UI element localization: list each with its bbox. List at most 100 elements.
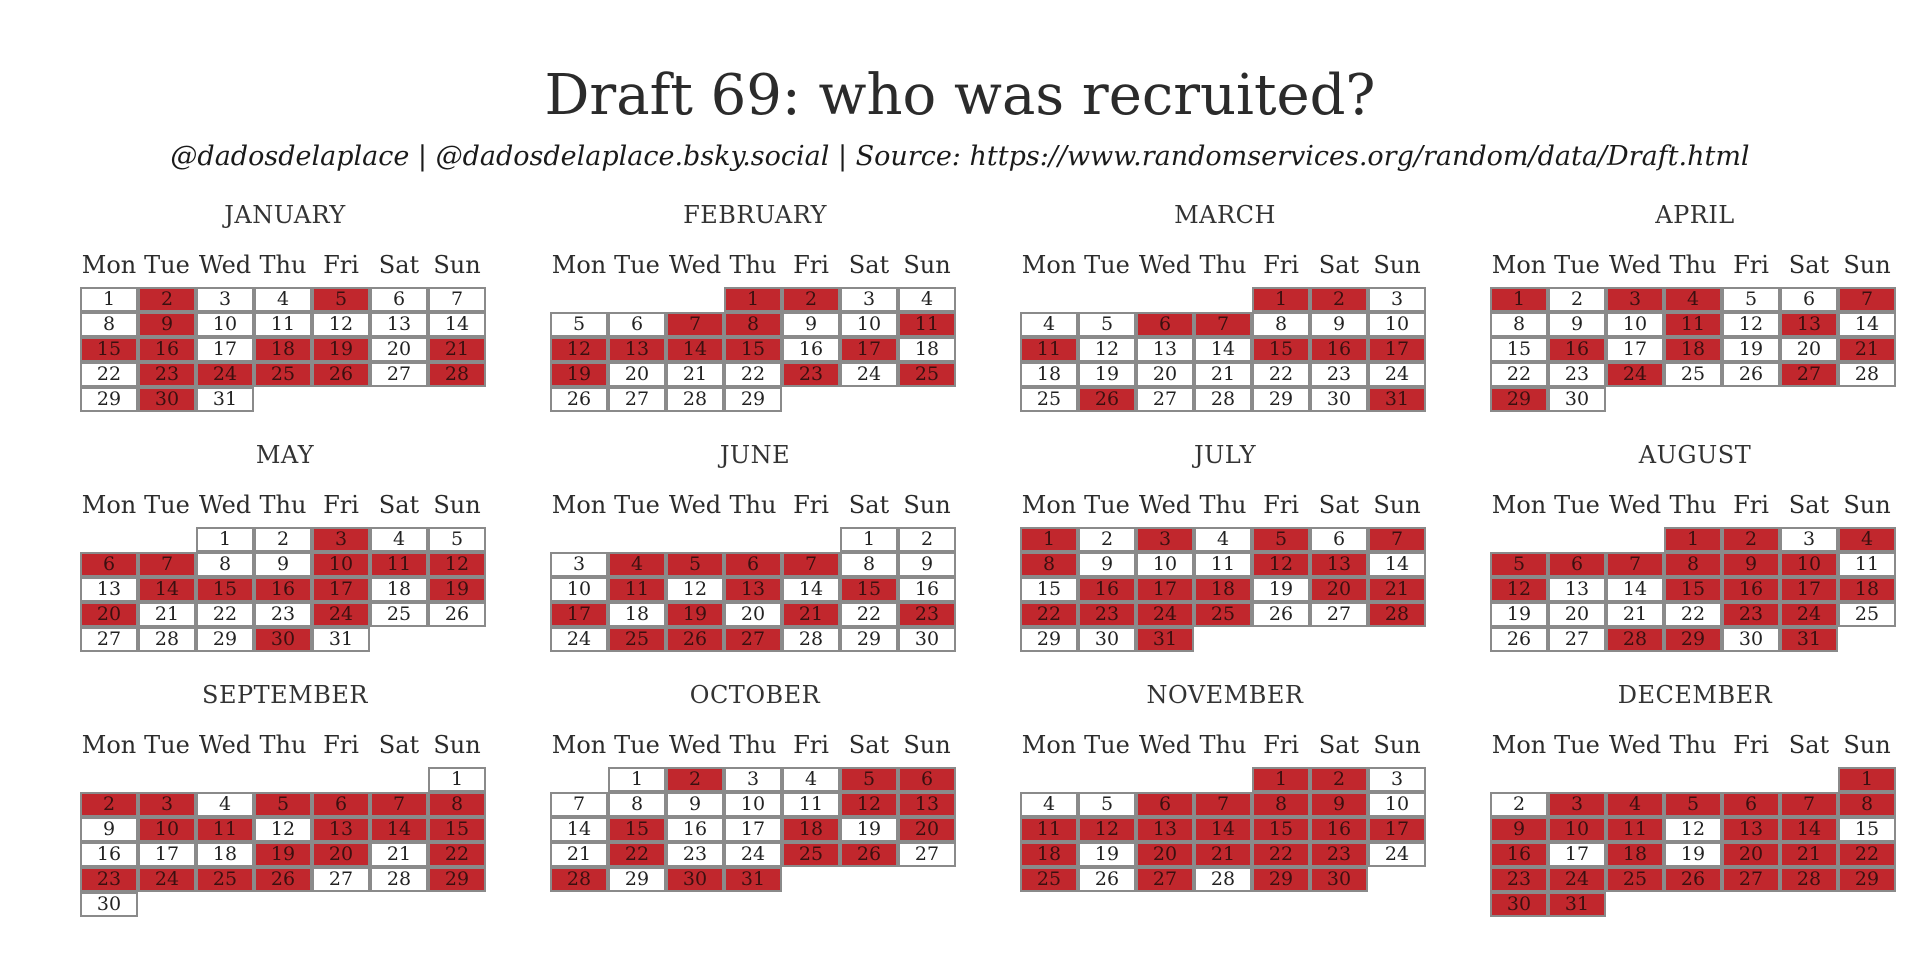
day-cell: 26: [1252, 602, 1310, 627]
day-cell: 27: [1310, 602, 1368, 627]
day-cell-drafted: 16: [1078, 577, 1136, 602]
weekday-header: Sun: [433, 731, 481, 759]
day-cell-drafted: 24: [196, 362, 254, 387]
day-cell: 28: [1838, 362, 1896, 387]
weekday-header: Fri: [1733, 251, 1769, 279]
day-cell-drafted: 13: [724, 577, 782, 602]
weekday-header: Wed: [1138, 491, 1192, 519]
weekday-header: Wed: [668, 731, 722, 759]
day-cell-drafted: 23: [782, 362, 840, 387]
day-cell: 20: [1780, 337, 1838, 362]
day-cell: 19: [1722, 337, 1780, 362]
day-cell: 22: [1664, 602, 1722, 627]
day-cell: 28: [370, 867, 428, 892]
weekday-header: Wed: [198, 251, 252, 279]
month-title: NOVEMBER: [1146, 681, 1304, 709]
day-cell: 28: [782, 627, 840, 652]
day-cell-drafted: 15: [1664, 577, 1722, 602]
day-cell-drafted: 28: [1368, 602, 1426, 627]
day-cell: 3: [550, 552, 608, 577]
day-cell-drafted: 1: [1664, 527, 1722, 552]
day-cell: 14: [1606, 577, 1664, 602]
day-cell: 11: [1194, 552, 1252, 577]
day-cell: 5: [428, 527, 486, 552]
day-cell: 12: [254, 817, 312, 842]
day-cell-drafted: 18: [1664, 337, 1722, 362]
day-cell-drafted: 16: [138, 337, 196, 362]
day-cell: 12: [666, 577, 724, 602]
day-cell-drafted: 13: [1136, 817, 1194, 842]
day-cell: 27: [898, 842, 956, 867]
day-cell: 1: [196, 527, 254, 552]
chart-title: Draft 69: who was recruited?: [544, 63, 1376, 128]
day-cell-drafted: 8: [1664, 552, 1722, 577]
weekday-header: Sun: [433, 251, 481, 279]
day-cell-drafted: 5: [1252, 527, 1310, 552]
day-cell-drafted: 17: [1368, 817, 1426, 842]
day-cell: 18: [196, 842, 254, 867]
weekday-header: Fri: [1263, 731, 1299, 759]
weekday-header: Thu: [1669, 731, 1717, 759]
day-cell: 2: [898, 527, 956, 552]
day-cell-drafted: 5: [1490, 552, 1548, 577]
day-cell: 27: [1136, 387, 1194, 412]
day-cell-drafted: 11: [1020, 337, 1078, 362]
day-cell: 10: [1136, 552, 1194, 577]
day-cell: 10: [724, 792, 782, 817]
day-cell-drafted: 6: [312, 792, 370, 817]
day-cell-drafted: 25: [1020, 867, 1078, 892]
weekday-header: Wed: [1608, 251, 1662, 279]
day-cell-drafted: 16: [1490, 842, 1548, 867]
day-cell: 4: [1194, 527, 1252, 552]
day-cell-drafted: 21: [1838, 337, 1896, 362]
day-cell-drafted: 11: [898, 312, 956, 337]
weekday-header: Sat: [1318, 731, 1360, 759]
month-march: MARCH Mon Tue Wed Thu Fri Sat Sun 1 2 3 4 5 6 7 8 9 10 11 1…: [1020, 200, 1430, 430]
day-cell: 19: [1252, 577, 1310, 602]
weekday-header: Thu: [729, 491, 777, 519]
weekday-header: Wed: [668, 251, 722, 279]
weekday-header: Mon: [551, 491, 607, 519]
day-cell: 4: [254, 287, 312, 312]
day-cell-drafted: 27: [1722, 867, 1780, 892]
day-cell-drafted: 12: [1252, 552, 1310, 577]
day-cell: 28: [666, 387, 724, 412]
day-cell: 16: [898, 577, 956, 602]
weekday-header: Fri: [323, 251, 359, 279]
day-cell-drafted: 15: [80, 337, 138, 362]
day-cell-drafted: 30: [1490, 892, 1548, 917]
day-cell-drafted: 29: [1664, 627, 1722, 652]
day-cell: 9: [254, 552, 312, 577]
day-cell-drafted: 25: [608, 627, 666, 652]
weekday-header: Tue: [614, 251, 660, 279]
day-cell-drafted: 26: [254, 867, 312, 892]
month-title: APRIL: [1655, 201, 1735, 229]
day-cell: 11: [1838, 552, 1896, 577]
day-cell-drafted: 15: [608, 817, 666, 842]
day-cell-drafted: 26: [312, 362, 370, 387]
weekday-header: Sat: [1318, 491, 1360, 519]
weekday-header: Tue: [1084, 251, 1130, 279]
day-cell: 15: [1020, 577, 1078, 602]
month-november: NOVEMBER Mon Tue Wed Thu Fri Sat Sun 1 2 3 4 5 6 7 8 9 10…: [1020, 680, 1430, 910]
day-cell-drafted: 10: [138, 817, 196, 842]
month-june: JUNE Mon Tue Wed Thu Fri Sat Sun 1 2 3 4 5 6 7 8 9 10 11 12…: [550, 440, 960, 670]
day-cell-drafted: 29: [1838, 867, 1896, 892]
day-cell-drafted: 1: [1490, 287, 1548, 312]
day-cell: 9: [80, 817, 138, 842]
day-cell: 8: [1490, 312, 1548, 337]
month-title: DECEMBER: [1617, 681, 1773, 709]
day-cell: 30: [898, 627, 956, 652]
day-cell: 6: [608, 312, 666, 337]
month-may: MAY Mon Tue Wed Thu Fri Sat Sun 1 2 3 4 5 6 7 8 9 10 11 12 1…: [80, 440, 490, 670]
day-cell: 31: [196, 387, 254, 412]
day-cell-drafted: 2: [1722, 527, 1780, 552]
day-cell-drafted: 31: [1136, 627, 1194, 652]
day-cell-drafted: 11: [370, 552, 428, 577]
day-cell-drafted: 24: [1780, 602, 1838, 627]
day-cell-drafted: 19: [666, 602, 724, 627]
month-february: FEBRUARY Mon Tue Wed Thu Fri Sat Sun 1 2 3 4 5 6 7 8 9 10…: [550, 200, 960, 430]
day-cell: 20: [608, 362, 666, 387]
day-cell-drafted: 17: [1780, 577, 1838, 602]
